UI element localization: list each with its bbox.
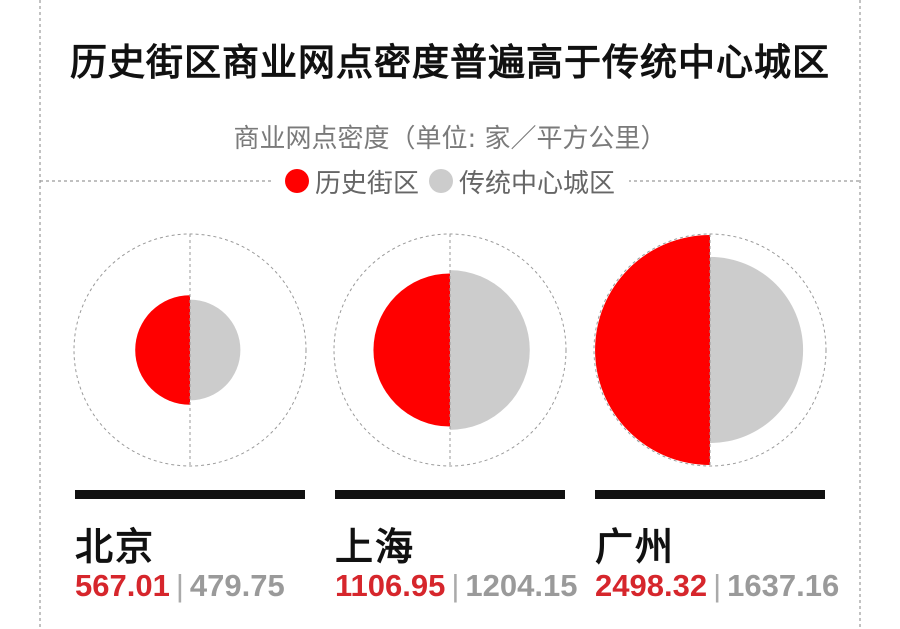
half-circle-center-beijing: [190, 299, 241, 401]
legend-dot-historic: [284, 169, 309, 193]
value-historic-beijing: 567.01: [75, 568, 170, 603]
value-separator: |: [713, 568, 722, 603]
half-circle-historic-beijing: [135, 295, 190, 405]
city-name-guangzhou: 广州: [595, 525, 676, 569]
city-bar-guangzhou: [595, 490, 825, 499]
chart-title: 历史街区商业网点密度普遍高于传统中心城区: [70, 41, 830, 84]
city-bar-shanghai: [335, 490, 565, 499]
chart-subtitle: 商业网点密度（单位: 家／平方公里）: [233, 124, 667, 154]
city-name-beijing: 北京: [75, 525, 156, 569]
value-separator: |: [175, 568, 184, 603]
half-circle-center-guangzhou: [710, 256, 804, 444]
value-center-beijing: 479.75: [189, 568, 285, 603]
value-center-shanghai: 1204.15: [465, 568, 578, 603]
value-center-guangzhou: 1637.16: [727, 568, 840, 603]
value-historic-guangzhou: 2498.32: [595, 568, 708, 603]
legend-item-center: 传统中心城区: [429, 163, 615, 200]
city-values-beijing: 567.01 | 479.75: [75, 568, 285, 604]
legend-dot-center: [429, 169, 453, 193]
city-values-shanghai: 1106.95 | 1204.15: [335, 568, 577, 604]
half-circle-historic-guangzhou: [595, 235, 710, 465]
city-values-guangzhou: 2498.32 | 1637.16: [595, 568, 839, 604]
legend: 历史街区 传统中心城区: [0, 162, 900, 200]
legend-inner: 历史街区 传统中心城区: [270, 162, 630, 200]
half-circle-center-shanghai: [450, 270, 530, 430]
city-bar-beijing: [75, 490, 305, 499]
legend-label-center: 传统中心城区: [459, 168, 616, 199]
legend-label-historic: 历史街区: [314, 168, 419, 199]
city-name-shanghai: 上海: [335, 525, 416, 569]
circles-group: [73, 233, 827, 467]
value-historic-shanghai: 1106.95: [335, 568, 446, 603]
half-circle-historic-shanghai: [373, 273, 450, 427]
legend-item-historic: 历史街区: [284, 163, 419, 200]
value-separator: |: [451, 568, 460, 603]
